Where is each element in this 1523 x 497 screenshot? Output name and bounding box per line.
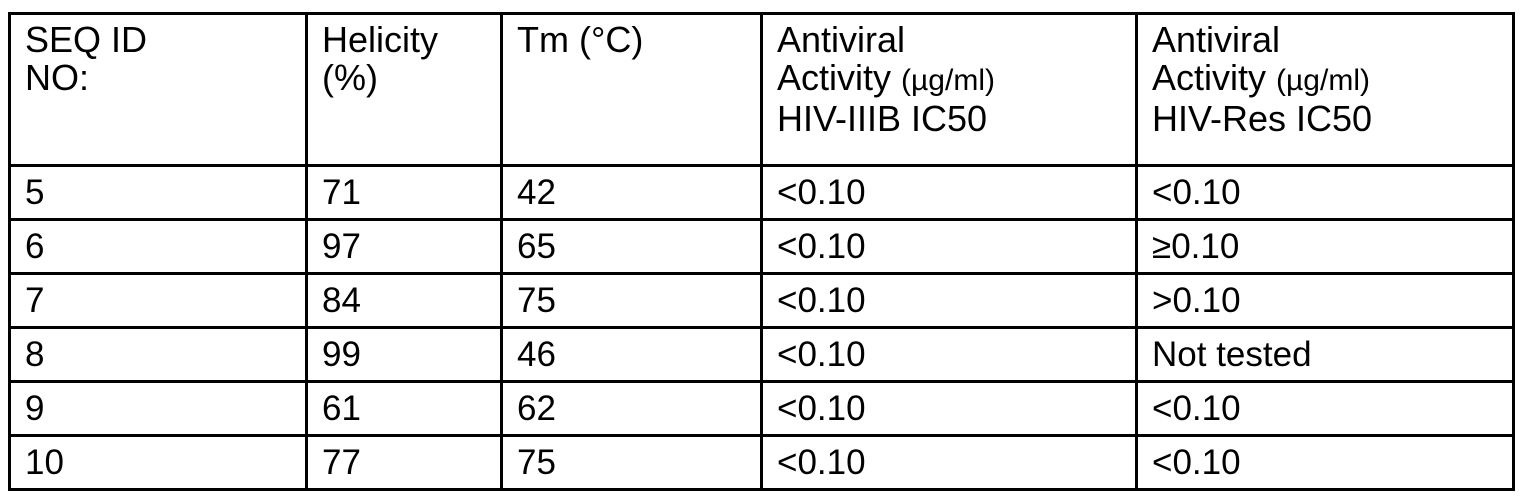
cell-tm: 42 xyxy=(502,166,762,220)
cell-hiv-res-ic50: Not tested xyxy=(1137,328,1514,382)
table-row: 78475<0.10>0.10 xyxy=(10,274,1514,328)
cell-seq-id: 7 xyxy=(10,274,307,328)
cell-hiv-iiib-ic50: <0.10 xyxy=(762,166,1137,220)
results-table: SEQ IDNO: Helicity(%) Tm (°C) AntiviralA… xyxy=(8,12,1515,491)
cell-hiv-res-ic50: ≥0.10 xyxy=(1137,220,1514,274)
table-row: 107775<0.10<0.10 xyxy=(10,436,1514,490)
cell-tm: 75 xyxy=(502,436,762,490)
cell-hiv-res-ic50: <0.10 xyxy=(1137,382,1514,436)
header-row: SEQ IDNO: Helicity(%) Tm (°C) AntiviralA… xyxy=(10,14,1514,166)
table-row: 89946<0.10Not tested xyxy=(10,328,1514,382)
cell-seq-id: 10 xyxy=(10,436,307,490)
cell-helicity: 99 xyxy=(307,328,502,382)
cell-seq-id: 6 xyxy=(10,220,307,274)
header-hiv-iiib: AntiviralActivity (µg/ml)HIV-IIIB IC50 xyxy=(762,14,1137,166)
header-tm: Tm (°C) xyxy=(502,14,762,166)
cell-tm: 75 xyxy=(502,274,762,328)
cell-helicity: 84 xyxy=(307,274,502,328)
cell-tm: 46 xyxy=(502,328,762,382)
header-seq-id: SEQ IDNO: xyxy=(10,14,307,166)
cell-hiv-res-ic50: >0.10 xyxy=(1137,274,1514,328)
cell-seq-id: 9 xyxy=(10,382,307,436)
cell-hiv-iiib-ic50: <0.10 xyxy=(762,220,1137,274)
cell-hiv-iiib-ic50: <0.10 xyxy=(762,274,1137,328)
table-row: 57142<0.10<0.10 xyxy=(10,166,1514,220)
header-hiv-res: AntiviralActivity (µg/ml)HIV-Res IC50 xyxy=(1137,14,1514,166)
cell-helicity: 77 xyxy=(307,436,502,490)
table-row: 96162<0.10<0.10 xyxy=(10,382,1514,436)
cell-tm: 62 xyxy=(502,382,762,436)
cell-helicity: 97 xyxy=(307,220,502,274)
cell-helicity: 71 xyxy=(307,166,502,220)
header-helicity: Helicity(%) xyxy=(307,14,502,166)
cell-hiv-res-ic50: <0.10 xyxy=(1137,166,1514,220)
cell-seq-id: 8 xyxy=(10,328,307,382)
cell-tm: 65 xyxy=(502,220,762,274)
cell-hiv-iiib-ic50: <0.10 xyxy=(762,436,1137,490)
cell-seq-id: 5 xyxy=(10,166,307,220)
table-row: 69765<0.10≥0.10 xyxy=(10,220,1514,274)
cell-helicity: 61 xyxy=(307,382,502,436)
cell-hiv-iiib-ic50: <0.10 xyxy=(762,382,1137,436)
cell-hiv-res-ic50: <0.10 xyxy=(1137,436,1514,490)
cell-hiv-iiib-ic50: <0.10 xyxy=(762,328,1137,382)
